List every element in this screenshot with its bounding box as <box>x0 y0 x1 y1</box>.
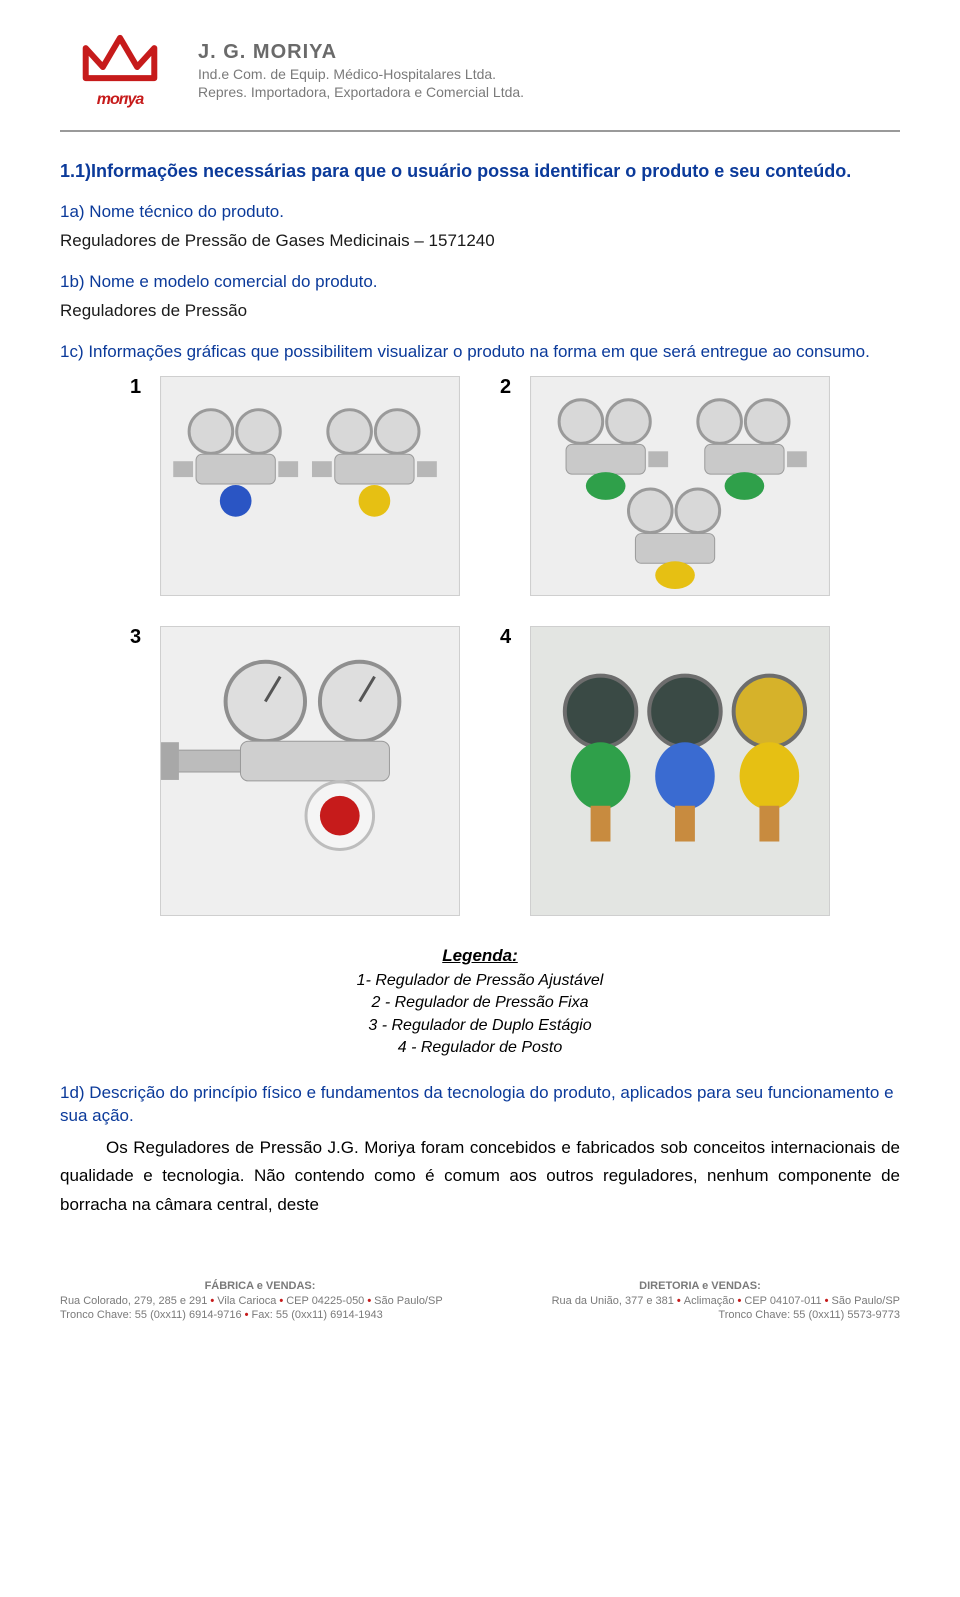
image-cell-4: 4 <box>500 626 830 916</box>
image-cell-2: 2 <box>500 376 830 596</box>
answer-1b: Reguladores de Pressão <box>60 300 900 323</box>
company-subtitle-1: Ind.e Com. de Equip. Médico-Hospitalares… <box>198 66 524 82</box>
legend-line-2: 2 - Regulador de Pressão Fixa <box>60 992 900 1014</box>
image-cell-1: 1 <box>130 376 460 596</box>
footer-sales-block: DIRETORIA e VENDAS: Rua da União, 377 e … <box>500 1280 900 1323</box>
image-number-2: 2 <box>500 376 520 399</box>
company-info-block: J. G. MORIYA Ind.e Com. de Equip. Médico… <box>198 41 524 100</box>
product-image-3 <box>160 626 460 916</box>
document-page: morıya J. G. MORIYA Ind.e Com. de Equip.… <box>0 0 960 1363</box>
legend-line-1: 1- Regulador de Pressão Ajustável <box>60 970 900 992</box>
regulator-fixed-icon <box>531 377 829 595</box>
image-number-4: 4 <box>500 626 520 649</box>
footer-factory-address: Rua Colorado, 279, 285 e 291•Vila Carioc… <box>60 1294 460 1308</box>
legend-line-3: 3 - Regulador de Duplo Estágio <box>60 1015 900 1037</box>
regulator-adjustable-icon <box>161 377 459 595</box>
image-number-1: 1 <box>130 376 150 399</box>
footer-sales-address: Rua da União, 377 e 381•Aclimação•CEP 04… <box>500 1294 900 1308</box>
company-logo: morıya <box>60 20 180 120</box>
section-1-1-title: 1.1)Informações necessárias para que o u… <box>60 160 900 183</box>
legend-line-4: 4 - Regulador de Posto <box>60 1037 900 1059</box>
product-image-2 <box>530 376 830 596</box>
footer-factory-title: FÁBRICA e VENDAS: <box>60 1280 460 1292</box>
regulator-post-icon <box>531 627 829 915</box>
letterhead-footer: FÁBRICA e VENDAS: Rua Colorado, 279, 285… <box>60 1280 900 1323</box>
company-name: J. G. MORIYA <box>198 41 524 64</box>
company-subtitle-2: Repres. Importadora, Exportadora e Comer… <box>198 84 524 100</box>
regulator-dual-stage-icon <box>161 627 459 915</box>
product-image-1 <box>160 376 460 596</box>
product-image-row-1: 1 <box>60 376 900 596</box>
footer-sales-title: DIRETORIA e VENDAS: <box>500 1280 900 1292</box>
question-1d: 1d) Descrição do princípio físico e fund… <box>60 1082 900 1128</box>
image-cell-3: 3 <box>130 626 460 916</box>
logo-wordmark: morıya <box>97 91 143 109</box>
question-1a: 1a) Nome técnico do produto. <box>60 201 900 224</box>
footer-factory-block: FÁBRICA e VENDAS: Rua Colorado, 279, 285… <box>60 1280 460 1323</box>
answer-1a: Reguladores de Pressão de Gases Medicina… <box>60 230 900 253</box>
footer-sales-phone: Tronco Chave: 55 (0xx11) 5573-9773 <box>500 1308 900 1322</box>
legend-title: Legenda: <box>60 946 900 966</box>
logo-crown-icon <box>75 31 165 91</box>
question-1c: 1c) Informações gráficas que possibilite… <box>60 341 900 364</box>
paragraph-1d-1: Os Reguladores de Pressão J.G. Moriya fo… <box>60 1134 900 1221</box>
image-legend: Legenda: 1- Regulador de Pressão Ajustáv… <box>60 946 900 1060</box>
question-1b: 1b) Nome e modelo comercial do produto. <box>60 271 900 294</box>
letterhead-header: morıya J. G. MORIYA Ind.e Com. de Equip.… <box>60 20 900 120</box>
product-image-4 <box>530 626 830 916</box>
image-number-3: 3 <box>130 626 150 649</box>
footer-factory-phone: Tronco Chave: 55 (0xx11) 6914-9716•Fax: … <box>60 1308 460 1322</box>
product-image-row-2: 3 <box>60 626 900 916</box>
header-divider <box>60 130 900 132</box>
